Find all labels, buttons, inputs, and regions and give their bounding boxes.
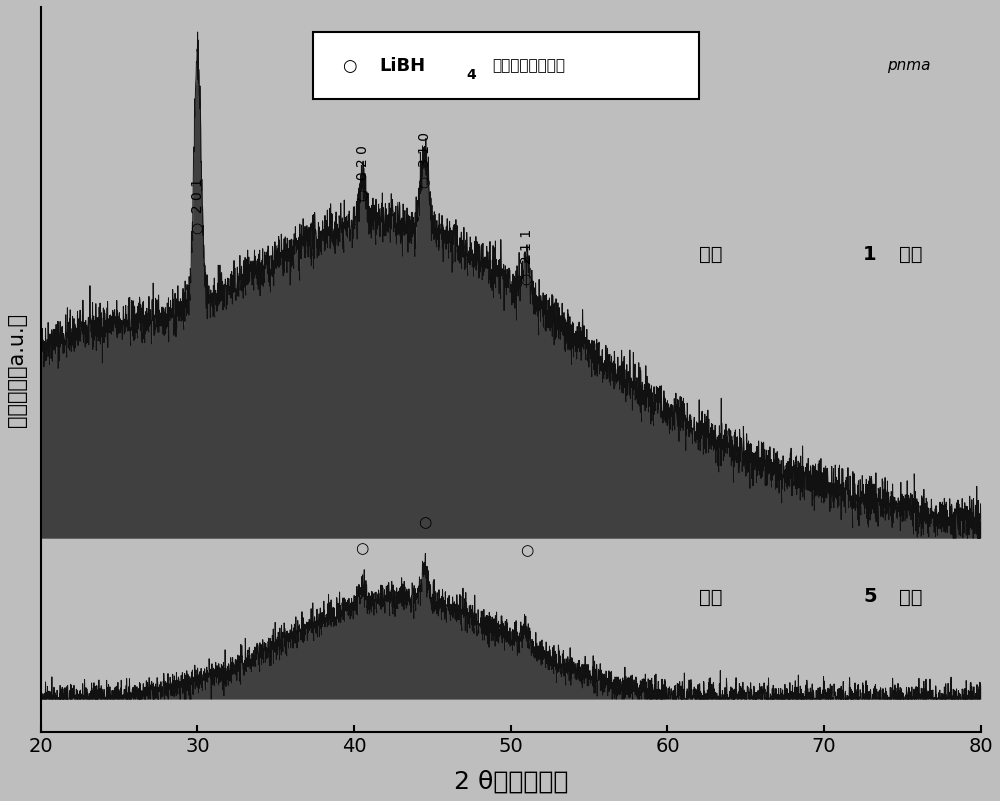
Text: 1: 1 (863, 245, 877, 264)
Text: LiBH: LiBH (379, 57, 425, 74)
X-axis label: 2 θ（衍射角）: 2 θ（衍射角） (454, 770, 568, 794)
Text: 正交晶系，空间群: 正交晶系，空间群 (492, 58, 565, 73)
Text: 5: 5 (863, 587, 877, 606)
Text: ○  2 1 1: ○ 2 1 1 (519, 229, 533, 285)
FancyBboxPatch shape (313, 32, 699, 99)
Text: ○: ○ (520, 544, 533, 558)
Text: pnma: pnma (887, 58, 930, 73)
Text: 4: 4 (467, 68, 476, 83)
Text: ○  3 1 0: ○ 3 1 0 (418, 132, 432, 188)
Text: ○: ○ (342, 57, 356, 74)
Text: ○: ○ (418, 516, 431, 530)
Text: 球磨: 球磨 (699, 587, 729, 606)
Text: 球磨: 球磨 (699, 245, 729, 264)
Text: 小时: 小时 (899, 245, 923, 264)
Text: ○  0 2 0: ○ 0 2 0 (355, 145, 369, 201)
Y-axis label: 衍射强度（a.u.）: 衍射强度（a.u.） (7, 312, 27, 427)
Text: ○  2 0 1: ○ 2 0 1 (190, 179, 204, 234)
Text: 小时: 小时 (899, 587, 923, 606)
Text: ○: ○ (355, 541, 369, 556)
